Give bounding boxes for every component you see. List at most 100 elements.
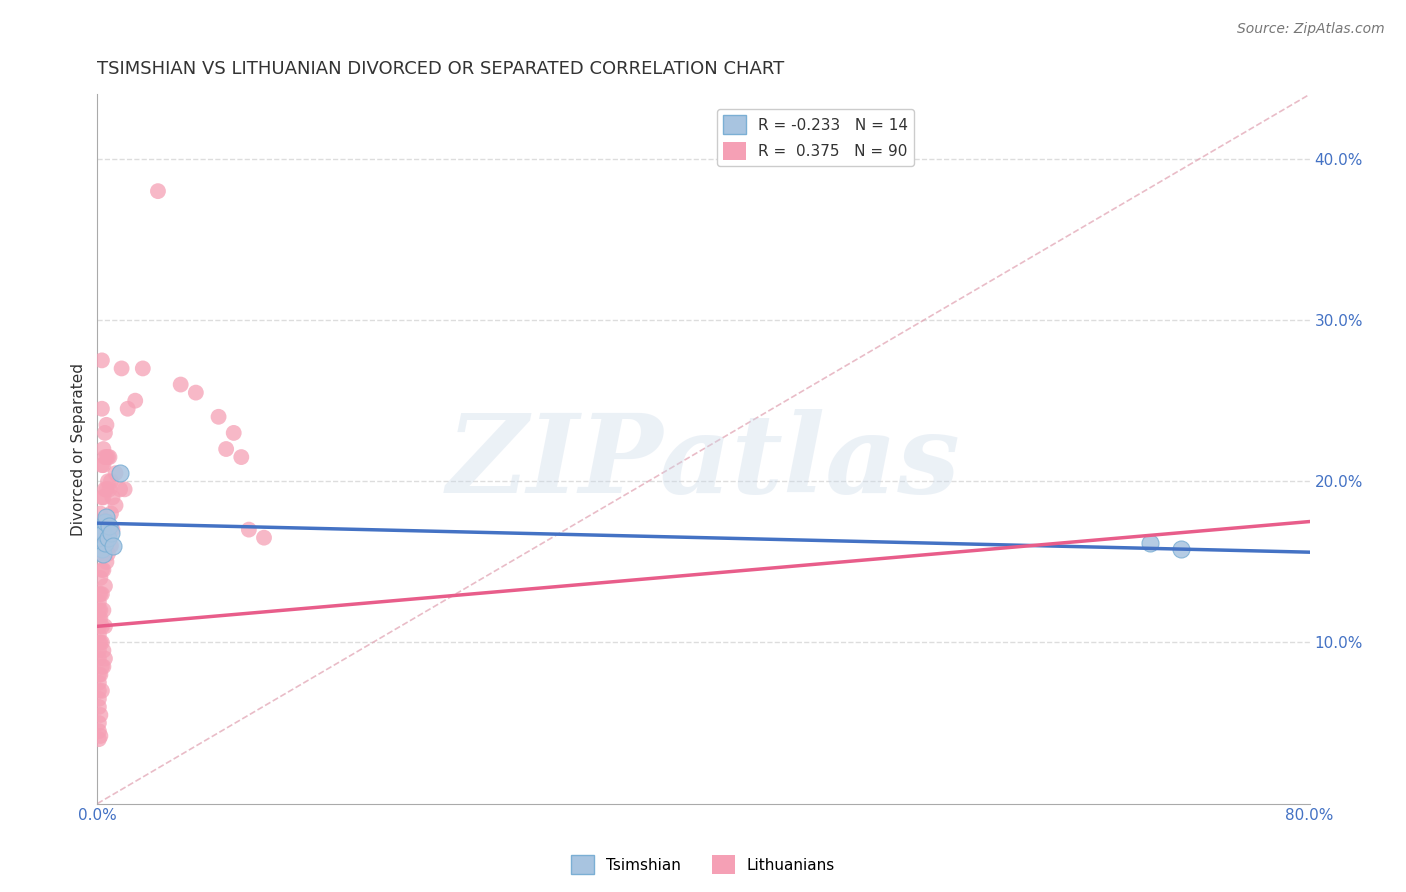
Point bbox=[87, 587, 110, 601]
Point bbox=[132, 361, 155, 376]
Point bbox=[87, 700, 110, 714]
Point bbox=[87, 603, 110, 617]
Point bbox=[98, 523, 121, 537]
Point bbox=[89, 729, 111, 743]
Point bbox=[97, 450, 120, 464]
Point bbox=[94, 579, 117, 593]
Legend: R = -0.233   N = 14, R =  0.375   N = 90: R = -0.233 N = 14, R = 0.375 N = 90 bbox=[717, 109, 914, 166]
Point bbox=[89, 507, 111, 521]
Point bbox=[87, 675, 110, 690]
Point bbox=[94, 515, 117, 529]
Point bbox=[90, 587, 112, 601]
Point bbox=[96, 450, 118, 464]
Point bbox=[207, 409, 229, 424]
Point bbox=[87, 627, 110, 641]
Point bbox=[90, 491, 112, 505]
Point bbox=[90, 515, 112, 529]
Point bbox=[100, 525, 122, 540]
Point bbox=[96, 523, 118, 537]
Y-axis label: Divorced or Separated: Divorced or Separated bbox=[72, 362, 86, 535]
Point bbox=[94, 547, 117, 561]
Point bbox=[87, 595, 110, 609]
Point bbox=[93, 539, 115, 553]
Point bbox=[90, 619, 112, 633]
Point bbox=[87, 651, 110, 665]
Point bbox=[90, 401, 112, 416]
Point bbox=[101, 539, 124, 553]
Point bbox=[94, 483, 117, 497]
Point bbox=[90, 523, 112, 537]
Point bbox=[104, 466, 127, 480]
Point bbox=[114, 483, 136, 497]
Point bbox=[89, 587, 111, 601]
Point bbox=[184, 385, 207, 400]
Point bbox=[89, 708, 111, 723]
Text: Source: ZipAtlas.com: Source: ZipAtlas.com bbox=[1237, 22, 1385, 37]
Point bbox=[108, 466, 131, 480]
Point bbox=[100, 539, 122, 553]
Point bbox=[90, 353, 112, 368]
Point bbox=[96, 555, 118, 569]
Point bbox=[93, 458, 115, 472]
Point bbox=[110, 361, 132, 376]
Point bbox=[101, 523, 124, 537]
Point bbox=[89, 667, 111, 681]
Point bbox=[90, 635, 112, 649]
Point bbox=[94, 425, 117, 440]
Point bbox=[93, 547, 115, 561]
Point bbox=[170, 377, 193, 392]
Point bbox=[93, 643, 115, 657]
Point bbox=[89, 531, 111, 545]
Point bbox=[89, 571, 111, 585]
Point bbox=[87, 716, 110, 731]
Point bbox=[89, 547, 111, 561]
Point bbox=[238, 523, 260, 537]
Point bbox=[93, 659, 115, 673]
Point bbox=[222, 425, 245, 440]
Point bbox=[97, 515, 120, 529]
Legend: Tsimshian, Lithuanians: Tsimshian, Lithuanians bbox=[565, 849, 841, 880]
Point bbox=[87, 667, 110, 681]
Point bbox=[101, 491, 124, 505]
Text: ZIPatlas: ZIPatlas bbox=[447, 409, 960, 517]
Point bbox=[89, 603, 111, 617]
Text: TSIMSHIAN VS LITHUANIAN DIVORCED OR SEPARATED CORRELATION CHART: TSIMSHIAN VS LITHUANIAN DIVORCED OR SEPA… bbox=[97, 60, 785, 78]
Point bbox=[97, 547, 120, 561]
Point bbox=[93, 515, 115, 529]
Point bbox=[87, 683, 110, 698]
Point bbox=[89, 611, 111, 625]
Point bbox=[87, 724, 110, 739]
Point bbox=[93, 491, 115, 505]
Point bbox=[231, 450, 253, 464]
Point bbox=[87, 611, 110, 625]
Point bbox=[98, 519, 121, 533]
Point bbox=[87, 732, 110, 747]
Point bbox=[124, 393, 146, 408]
Point bbox=[93, 603, 115, 617]
Point bbox=[94, 535, 117, 549]
Point bbox=[87, 635, 110, 649]
Point bbox=[97, 531, 120, 545]
Point bbox=[94, 450, 117, 464]
Point bbox=[90, 683, 112, 698]
Point bbox=[1170, 541, 1192, 556]
Point bbox=[90, 563, 112, 577]
Point bbox=[108, 483, 131, 497]
Point bbox=[90, 659, 112, 673]
Point bbox=[94, 619, 117, 633]
Point bbox=[87, 619, 110, 633]
Point bbox=[89, 635, 111, 649]
Point bbox=[90, 541, 112, 556]
Point bbox=[93, 525, 115, 540]
Point bbox=[98, 483, 121, 497]
Point bbox=[215, 442, 238, 456]
Point bbox=[253, 531, 276, 545]
Point bbox=[87, 643, 110, 657]
Point bbox=[1139, 535, 1161, 549]
Point bbox=[100, 507, 122, 521]
Point bbox=[93, 563, 115, 577]
Point bbox=[100, 475, 122, 489]
Point bbox=[96, 417, 118, 432]
Point bbox=[90, 539, 112, 553]
Point bbox=[146, 184, 169, 198]
